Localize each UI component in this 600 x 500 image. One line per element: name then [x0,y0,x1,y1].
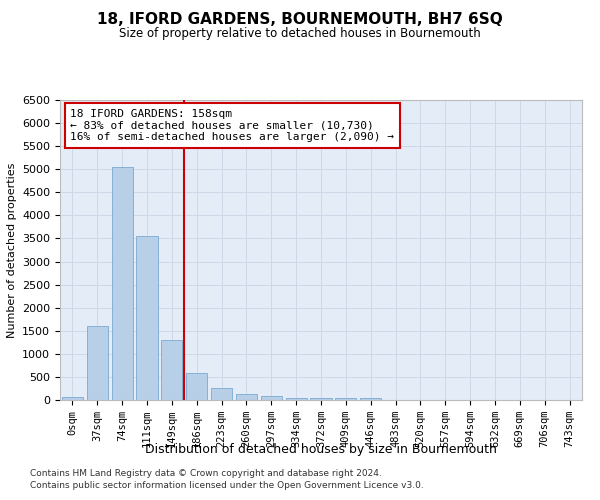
Y-axis label: Number of detached properties: Number of detached properties [7,162,17,338]
Bar [236,394,257,400]
Bar [310,398,332,400]
Bar [211,388,232,400]
Text: Contains public sector information licensed under the Open Government Licence v3: Contains public sector information licen… [30,481,424,490]
Text: 18 IFORD GARDENS: 158sqm
← 83% of detached houses are smaller (10,730)
16% of se: 18 IFORD GARDENS: 158sqm ← 83% of detach… [70,109,394,142]
Text: Distribution of detached houses by size in Bournemouth: Distribution of detached houses by size … [145,442,497,456]
Bar [136,236,158,400]
Bar [62,397,83,400]
Bar [161,340,182,400]
Bar [261,396,282,400]
Bar [286,398,307,400]
Bar [112,167,133,400]
Text: Size of property relative to detached houses in Bournemouth: Size of property relative to detached ho… [119,28,481,40]
Bar [335,398,356,400]
Bar [186,373,207,400]
Text: Contains HM Land Registry data © Crown copyright and database right 2024.: Contains HM Land Registry data © Crown c… [30,468,382,477]
Bar [87,326,108,400]
Text: 18, IFORD GARDENS, BOURNEMOUTH, BH7 6SQ: 18, IFORD GARDENS, BOURNEMOUTH, BH7 6SQ [97,12,503,28]
Bar [360,398,381,400]
